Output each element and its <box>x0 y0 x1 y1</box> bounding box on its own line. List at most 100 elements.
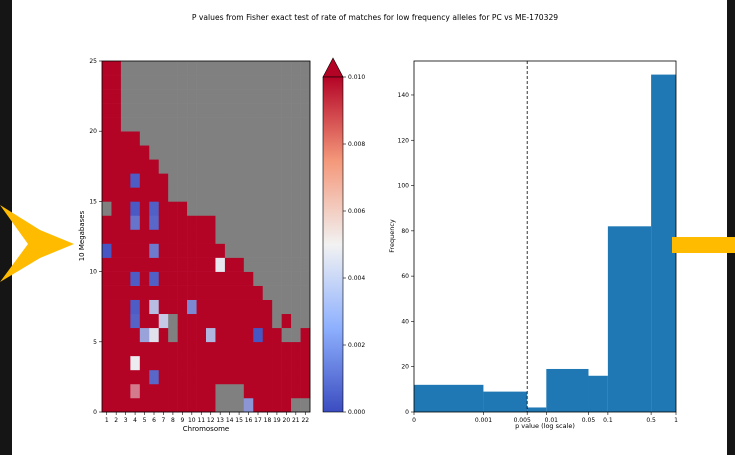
heatmap-cell <box>300 187 311 202</box>
heatmap-cell <box>196 131 207 146</box>
heatmap-cell <box>215 173 226 188</box>
heatmap-cell <box>234 131 245 146</box>
heatmap-cell <box>215 383 226 399</box>
heatmap-cell <box>177 145 188 160</box>
heatmap-cell <box>102 159 112 174</box>
heatmap-cell <box>196 145 207 160</box>
heatmap-cell <box>224 75 235 90</box>
heatmap-cell <box>253 299 264 315</box>
heatmap-cell <box>215 313 226 329</box>
heatmap-cell <box>158 271 169 286</box>
heatmap-cell <box>300 397 311 413</box>
heatmap-cell <box>224 103 235 118</box>
heatmap-cell <box>291 159 301 174</box>
histogram-bar <box>527 407 547 412</box>
heatmap-cell <box>168 117 178 132</box>
heatmap-cell <box>177 89 188 104</box>
heatmap-cell <box>111 341 122 357</box>
heatmap-cell <box>224 61 235 76</box>
heatmap-cell <box>206 159 216 174</box>
heatmap-cell <box>102 229 112 244</box>
heatmap-cell <box>139 285 150 300</box>
histogram-y-tick-label: 120 <box>398 137 410 144</box>
heatmap-cell <box>187 229 197 244</box>
heatmap-cell <box>168 285 178 300</box>
heatmap-cell <box>243 215 254 230</box>
heatmap-cell <box>243 187 254 202</box>
heatmap-x-tick-label: 5 <box>143 417 147 424</box>
heatmap-cell <box>281 103 292 118</box>
heatmap-cell <box>111 75 122 90</box>
heatmap-cell <box>243 159 254 174</box>
heatmap-cell <box>102 397 112 413</box>
heatmap-y-tick-label: 0 <box>93 409 97 416</box>
heatmap-cell <box>102 173 112 188</box>
histogram-bar <box>607 226 652 412</box>
heatmap-cell <box>262 61 273 76</box>
heatmap-cell <box>196 271 207 286</box>
heatmap-x-tick-label: 3 <box>124 417 128 424</box>
heatmap-cell <box>158 299 169 315</box>
heatmap-cell <box>234 341 245 357</box>
heatmap-cell <box>224 397 235 413</box>
heatmap-cell <box>206 243 216 258</box>
heatmap-cell <box>291 173 301 188</box>
heatmap-cell <box>149 215 160 230</box>
heatmap-cell <box>158 145 169 160</box>
heatmap-cell <box>149 313 160 329</box>
heatmap-cell <box>215 341 226 357</box>
heatmap-cell <box>196 215 207 230</box>
heatmap-cell <box>272 383 282 399</box>
heatmap-cell <box>196 313 207 329</box>
heatmap-cell <box>224 383 235 399</box>
heatmap-cell <box>243 285 254 300</box>
heatmap-cell <box>234 215 245 230</box>
heatmap-cell <box>187 89 197 104</box>
heatmap-cell <box>168 327 178 343</box>
heatmap-cell <box>196 61 207 76</box>
histogram-x-tick-label: 0 <box>412 417 416 424</box>
colorbar-tick-label: 0.002 <box>348 342 365 349</box>
heatmap-cell <box>111 369 122 385</box>
heatmap-y-tick-label: 25 <box>89 58 97 65</box>
heatmap-cell <box>281 201 292 216</box>
heatmap-cell <box>130 397 141 413</box>
heatmap-cell <box>281 61 292 76</box>
heatmap-cell <box>149 103 160 118</box>
heatmap-cell <box>272 145 282 160</box>
heatmap-cell <box>206 131 216 146</box>
heatmap-cell <box>187 103 197 118</box>
heatmap-cell <box>111 229 122 244</box>
heatmap-cell <box>130 257 141 272</box>
heatmap-cell <box>102 383 112 399</box>
heatmap-cell <box>291 201 301 216</box>
heatmap-cell <box>187 61 197 76</box>
heatmap-cell <box>291 327 301 343</box>
heatmap-cell <box>196 327 207 343</box>
heatmap-cells <box>102 61 311 413</box>
heatmap-cell <box>120 75 131 90</box>
colorbar-tick-label: 0.010 <box>348 74 365 81</box>
heatmap-cell <box>139 243 150 258</box>
heatmap-cell <box>120 117 131 132</box>
heatmap-cell <box>102 369 112 385</box>
histogram-frame <box>413 60 677 413</box>
heatmap-cell <box>243 173 254 188</box>
heatmap-cell <box>196 75 207 90</box>
heatmap-cell <box>272 341 282 357</box>
heatmap-cell <box>111 159 122 174</box>
histogram-bar <box>483 391 528 412</box>
heatmap-x-tick-label: 18 <box>264 417 272 424</box>
heatmap-cell <box>158 215 169 230</box>
heatmap-cell <box>158 397 169 413</box>
histogram-x-tick-label: 1 <box>674 417 678 424</box>
heatmap-cell <box>120 243 131 258</box>
heatmap-cell <box>272 229 282 244</box>
heatmap-cell <box>196 369 207 385</box>
heatmap-cell <box>262 341 273 357</box>
heatmap-cell <box>281 187 292 202</box>
heatmap-cell <box>102 243 112 258</box>
heatmap-cell <box>281 89 292 104</box>
colorbar-ticks: 0.000 0.002 0.004 0.006 0.008 0.010 <box>343 74 365 416</box>
heatmap-cell <box>300 383 311 399</box>
